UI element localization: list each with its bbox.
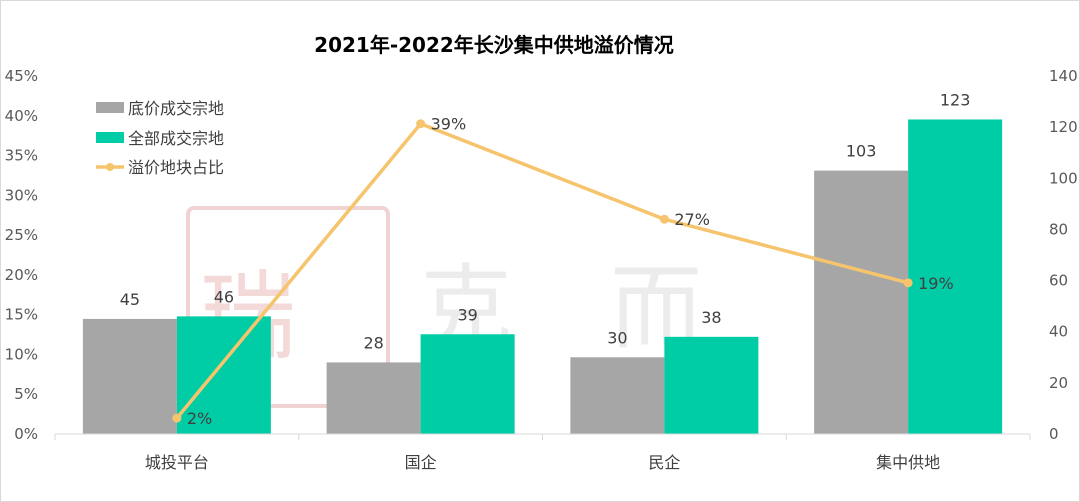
bar [570,357,665,434]
category-label: 国企 [405,453,437,472]
left-axis: 0% 5% 10% 15% 20% 25% 30% 35% 40% 45% [5,67,38,443]
line-data-label: 39% [431,115,467,134]
chart-title: 2021年-2022年长沙集中供地溢价情况 [314,33,674,57]
category-labels: 城投平台 国企 民企 集中供地 [145,453,940,472]
left-tick-label: 40% [5,107,38,125]
bar [814,170,909,434]
right-tick-label: 80 [1049,220,1068,238]
bar-data-label: 28 [363,333,383,352]
legend: 底价成交宗地 全部成交宗地 溢价地块占比 [96,99,224,177]
bar-data-label: 38 [701,308,721,327]
category-label: 城投平台 [145,453,209,472]
left-tick-label: 10% [5,345,38,363]
legend-swatch-base-price [96,102,124,113]
right-tick-label: 20 [1049,374,1068,392]
legend-label-all-deals: 全部成交宗地 [128,129,224,148]
footer-brand: 大数跨境 [11,470,130,494]
right-axis: 0 20 40 60 80 100 120 140 [1049,67,1078,443]
brand-logo-icon [11,470,44,492]
right-tick-label: 0 [1049,425,1059,443]
left-tick-label: 5% [14,385,38,403]
right-tick-label: 120 [1049,118,1078,136]
right-tick-label: 100 [1049,169,1078,187]
bar-data-label: 39 [457,305,477,324]
category-label: 民企 [648,453,680,472]
bar [664,336,759,434]
bar-data-label: 123 [940,90,971,109]
line-labels: 2% 39% 27% 19% [187,115,954,428]
line-points [172,119,913,423]
line-point [659,214,669,224]
bar-data-label: 30 [607,328,627,347]
line-point [172,413,182,423]
line-data-label: 2% [187,409,212,428]
category-label: 集中供地 [876,453,940,472]
bar [908,119,1003,434]
bar-labels: 45 46 28 39 30 38 103 123 [120,90,971,352]
bar [176,316,271,434]
line-data-label: 27% [674,210,710,229]
left-tick-label: 15% [5,306,38,324]
left-tick-label: 20% [5,266,38,284]
left-tick-label: 35% [5,147,38,165]
line-point [416,119,426,129]
legend-marker-premium-share [106,163,114,171]
left-tick-label: 25% [5,226,38,244]
legend-label-premium-share: 溢价地块占比 [128,158,224,177]
bar-data-label: 45 [120,290,140,309]
bar-series [82,119,1003,434]
footer-brand-text: 大数跨境 [50,470,130,494]
left-tick-label: 30% [5,186,38,204]
bar-data-label: 46 [214,287,234,306]
line-series-premium-share [175,121,909,420]
legend-swatch-all-deals [96,132,124,143]
right-tick-label: 40 [1049,323,1068,341]
watermark-stamp [186,206,390,408]
right-tick-label: 140 [1049,67,1078,85]
right-tick-label: 60 [1049,272,1068,290]
left-tick-label: 0% [14,425,38,443]
line-point [903,278,913,288]
x-axis-ticks [54,434,1031,440]
bar [326,362,421,434]
bar [82,318,177,434]
line-data-label: 19% [918,274,954,293]
legend-label-base-price: 底价成交宗地 [128,99,224,118]
bar-data-label: 103 [846,142,877,161]
bar [420,334,515,434]
left-tick-label: 45% [5,67,38,85]
